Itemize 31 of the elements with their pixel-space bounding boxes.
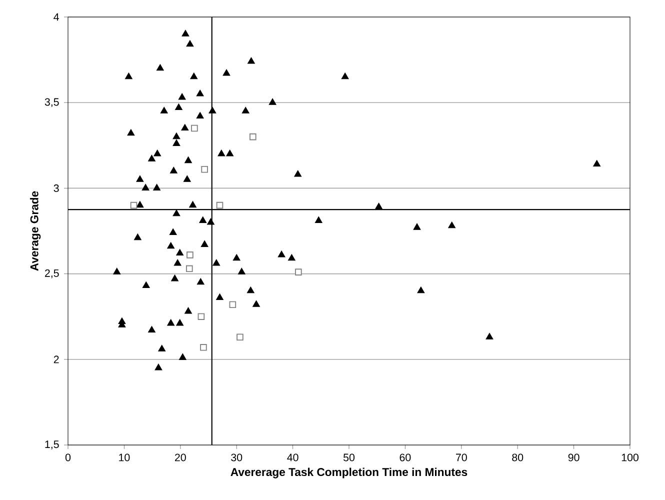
y-tick-label: 3 (54, 184, 59, 192)
point (236, 334, 244, 341)
y-tick-label: 2,5 (45, 269, 59, 278)
point (186, 252, 194, 258)
x-axis-title: Avererage Task Completion Time in Minutes (230, 468, 468, 478)
point (200, 344, 207, 351)
x-tick-label: 80 (512, 454, 524, 462)
x-tick-label: 40 (287, 454, 298, 462)
y-tick-label: 2 (54, 356, 59, 364)
x-tick-label: 100 (622, 454, 638, 462)
x-tick-label: 10 (119, 454, 130, 462)
point (186, 265, 193, 272)
point (229, 301, 236, 308)
x-tick-label: 70 (456, 454, 467, 462)
x-tick-label: 90 (568, 454, 580, 462)
x-tick-label: 50 (343, 454, 355, 462)
x-tick-label: 0 (65, 454, 71, 462)
point (130, 202, 138, 209)
point (201, 166, 208, 173)
point (191, 124, 198, 132)
y-tick-label: 4 (54, 13, 59, 21)
x-tick-label: 60 (400, 454, 411, 462)
y-tick-label: 3,5 (44, 98, 59, 107)
point (216, 202, 224, 209)
point (249, 133, 256, 140)
point (295, 268, 302, 276)
point (198, 313, 205, 320)
y-axis-title: Average Grade (30, 191, 41, 271)
x-tick-label: 20 (175, 454, 186, 462)
x-tick-label: 30 (231, 454, 242, 462)
y-tick-label: 1,5 (45, 440, 59, 450)
